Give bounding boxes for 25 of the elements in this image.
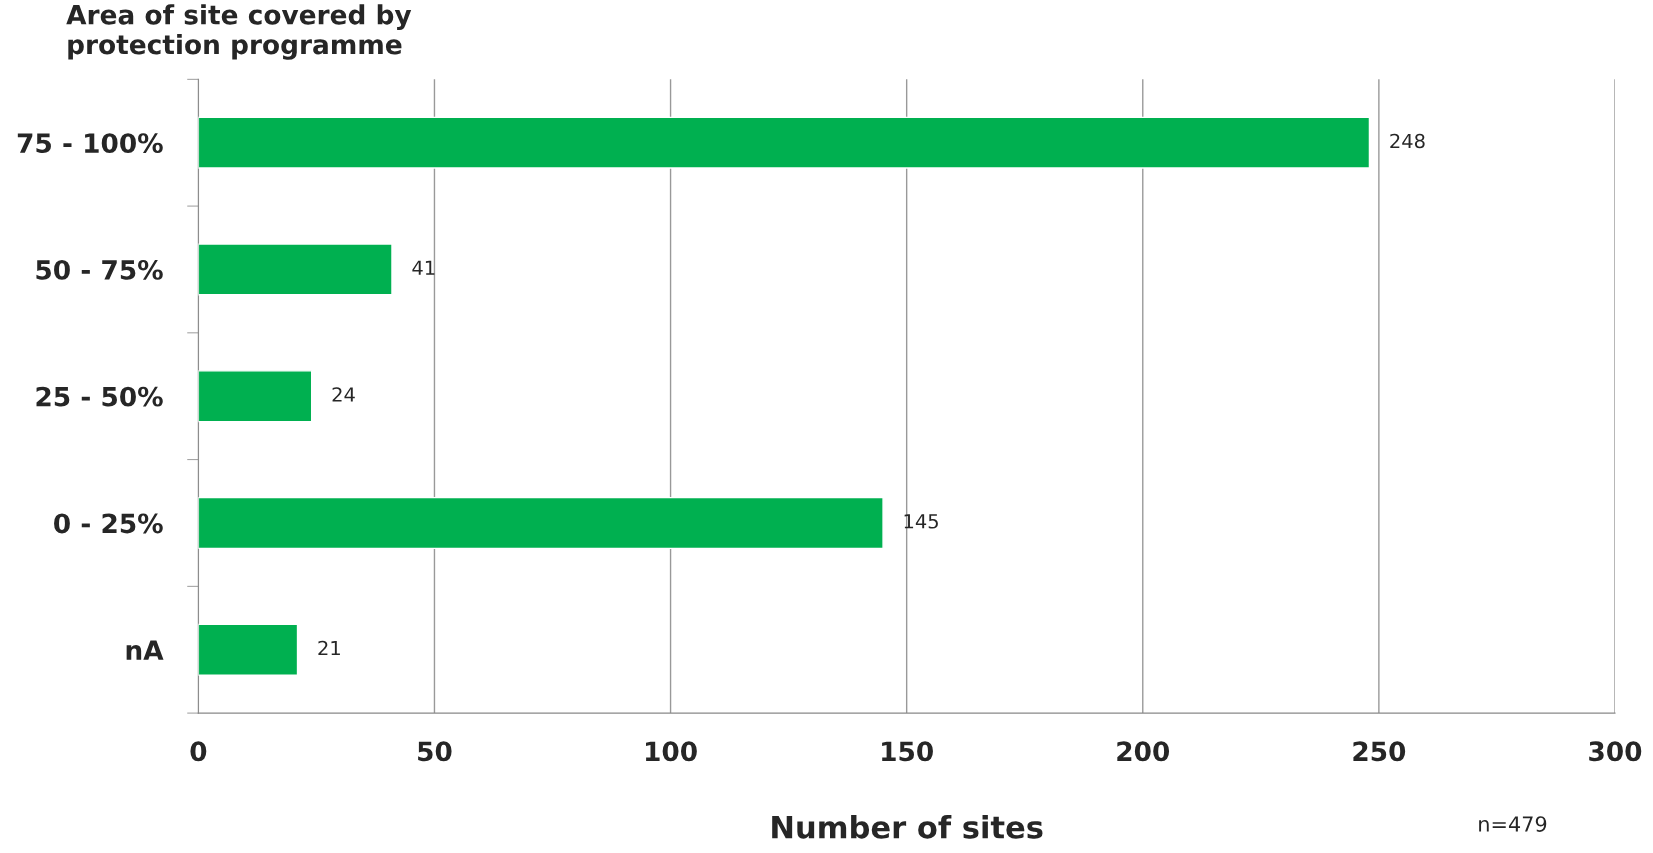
data-label: 24 (332, 387, 355, 402)
data-label: 145 (904, 514, 938, 529)
x-tick-label: 0 (190, 741, 207, 762)
x-axis-title: Number of sites (772, 815, 1043, 839)
y-axis-title: Area of site covered by protection programme (66, 4, 412, 60)
x-tick-label: 100 (646, 741, 697, 762)
y-tick-label: 25 - 50% (36, 386, 163, 407)
bar (198, 496, 884, 550)
x-tick-label: 50 (418, 741, 452, 762)
y-tick-label: nA (126, 640, 164, 660)
y-tick-label: 75 - 100% (17, 133, 163, 154)
data-label: 21 (318, 640, 340, 656)
x-tick-label: 150 (882, 741, 933, 762)
y-tick-label: 0 - 25% (54, 513, 163, 534)
bar (198, 370, 313, 423)
data-label: 248 (1390, 133, 1425, 149)
x-tick-label: 250 (1353, 741, 1406, 762)
bar (198, 243, 393, 296)
bar (198, 623, 299, 676)
y-tick-label: 50 - 75% (36, 259, 163, 280)
x-tick-label: 200 (1117, 741, 1170, 762)
bar (198, 116, 1371, 169)
text: n=479 (1479, 816, 1547, 832)
data-label: 41 (412, 260, 435, 275)
x-tick-label: 300 (1589, 741, 1642, 762)
